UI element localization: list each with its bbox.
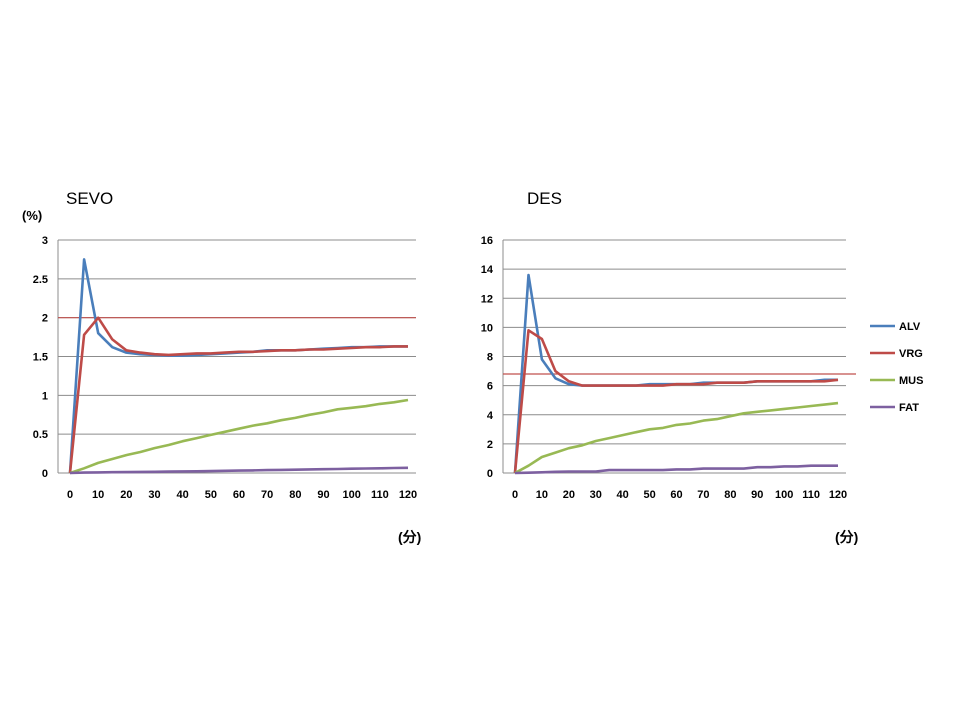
x-tick-label: 100 [775,489,793,501]
x-tick-label: 110 [802,489,820,501]
x-tick-label: 50 [643,489,655,501]
y-tick-label: 1.5 [33,352,48,364]
x-tick-label: 30 [590,489,602,501]
x-axis-unit-label: (分) [398,529,421,545]
chart-legend: ALV VRG MUS FAT [870,321,923,414]
x-tick-label: 100 [342,489,360,501]
legend-label-mus: MUS [899,375,923,387]
x-tick-label: 20 [563,489,575,501]
series-line-mus [69,398,409,475]
x-tick-label: 70 [261,489,273,501]
x-tick-label: 90 [751,489,763,501]
sevo-chart: SEVO(%)(分)00.511.522.530 10 20 30 40 50 60 70 80… [22,189,421,545]
x-tick-label: 70 [697,489,709,501]
x-tick-label: 80 [724,489,736,501]
legend-label-vrg: VRG [899,348,923,360]
y-axis-unit-label: (%) [22,208,42,223]
x-axis-unit-label: (分) [835,529,858,545]
y-tick-label: 2.5 [33,274,48,286]
series-line-alv [68,258,408,474]
x-tick-label: 60 [233,489,245,501]
x-tick-label: 110 [371,489,389,501]
y-tick-label: 0 [42,468,48,480]
x-tick-label: 10 [92,489,104,501]
y-tick-label: 14 [481,264,494,276]
x-tick-label: 50 [205,489,217,501]
y-tick-label: 2 [487,439,493,451]
y-tick-label: 8 [487,352,493,364]
x-tick-label: 20 [120,489,132,501]
x-tick-label: 60 [670,489,682,501]
x-tick-label: 0 [512,489,518,501]
y-tick-label: 4 [487,410,494,422]
series-line-fat [69,466,409,475]
x-tick-label: 30 [148,489,160,501]
y-tick-label: 0 [487,468,493,480]
y-tick-label: 0.5 [33,429,48,441]
series-line-vrg [513,328,839,474]
series-line-fat [514,464,838,475]
y-tick-label: 3 [42,235,48,247]
x-tick-label: 40 [177,489,189,501]
x-tick-label: 90 [317,489,329,501]
legend-label-alv: ALV [899,321,921,333]
y-tick-label: 12 [481,293,493,305]
y-tick-label: 16 [481,235,493,247]
y-tick-label: 1 [42,390,48,402]
x-tick-label: 120 [829,489,847,501]
y-tick-label: 6 [487,381,493,393]
x-tick-label: 80 [289,489,301,501]
x-tick-label: 0 [67,489,73,501]
series-line-vrg [68,316,408,474]
chart-title: DES [527,189,562,208]
legend-label-fat: FAT [899,402,919,414]
des-chart: DES (分) 0 2 4 6 8 10 12 14 16 0 10 20 30 40 50 60 70 80 90 10… [481,189,859,545]
x-tick-label: 40 [617,489,629,501]
x-tick-label: 10 [536,489,548,501]
y-tick-label: 10 [481,322,493,334]
chart-title: SEVO [66,189,113,208]
y-tick-label: 2 [42,313,48,325]
series-line-mus [514,401,839,475]
x-tick-label: 120 [399,489,417,501]
